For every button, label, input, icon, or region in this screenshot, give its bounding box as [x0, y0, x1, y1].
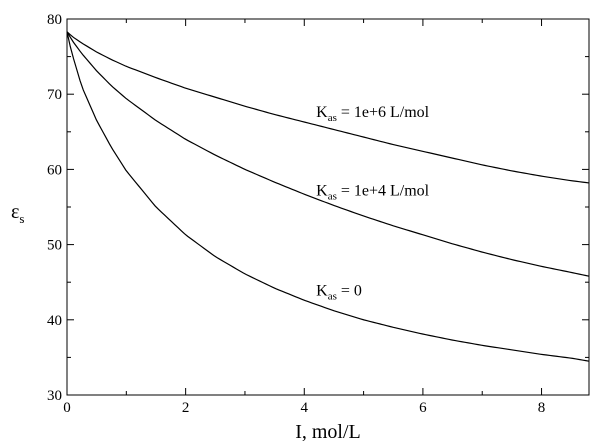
y-axis: 30 40 50 60 70 80 — [47, 12, 589, 404]
y-tick-label: 50 — [47, 238, 62, 254]
y-axis-label: εs — [11, 201, 24, 226]
x-axis: 0 2 4 6 8 — [63, 19, 545, 416]
series-line-1 — [66, 31, 590, 184]
x-tick-label: 6 — [419, 400, 427, 416]
y-tick-label: 70 — [47, 87, 62, 103]
x-tick-label: 0 — [63, 400, 71, 416]
y-tick-label: 60 — [47, 162, 62, 178]
y-axis-label-main: ε — [11, 201, 19, 223]
series-line-2 — [66, 31, 590, 277]
plot-frame — [66, 18, 590, 396]
y-tick-label: 80 — [47, 12, 62, 28]
curve-annotation-3: Kas = 0 — [316, 283, 362, 303]
series-line-3 — [66, 31, 590, 362]
curve-annotations: Kas = 1e+6 L/mol Kas = 1e+4 L/mol Kas = 0 — [316, 104, 430, 303]
curve-annotation-1: Kas = 1e+6 L/mol — [316, 104, 430, 124]
x-tick-label: 8 — [538, 400, 546, 416]
series-lines — [66, 31, 590, 362]
x-axis-label: I, mol/L — [295, 421, 361, 441]
y-tick-label: 30 — [47, 388, 62, 404]
x-tick-label: 4 — [301, 400, 309, 416]
curve-annotation-2: Kas = 1e+4 L/mol — [316, 183, 430, 203]
x-tick-label: 2 — [182, 400, 190, 416]
y-axis-label-subscript: s — [19, 211, 24, 226]
y-tick-label: 40 — [47, 313, 62, 329]
